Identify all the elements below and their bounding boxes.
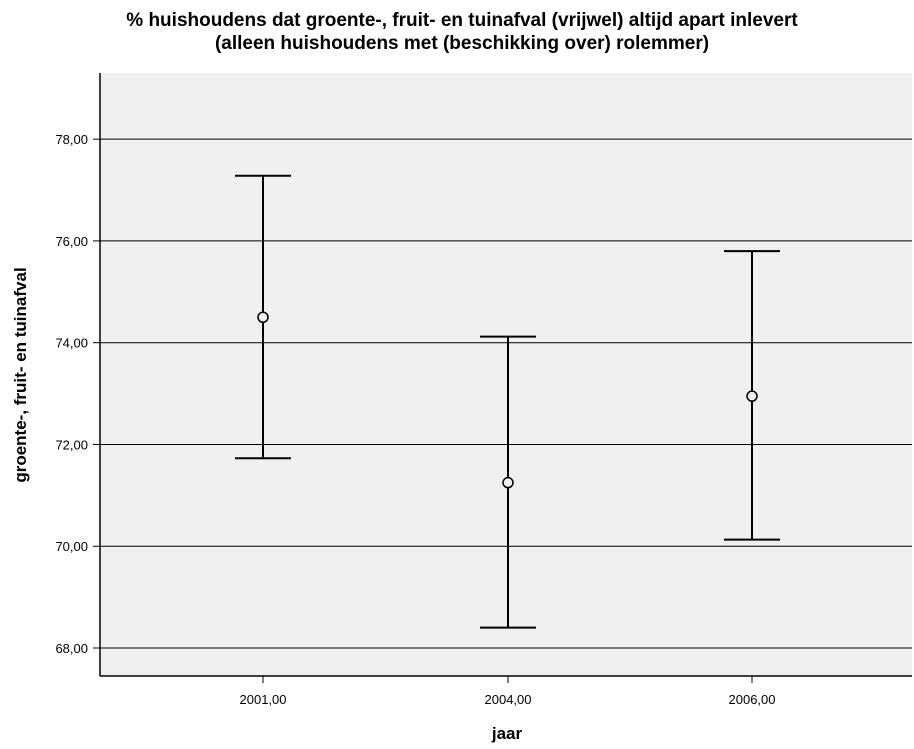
mean-point xyxy=(746,390,758,402)
error-bars xyxy=(235,174,780,629)
y-tick-label: 72,00 xyxy=(55,437,88,452)
error-bar xyxy=(724,250,780,541)
y-tick-label: 70,00 xyxy=(55,539,88,554)
y-tick-label: 76,00 xyxy=(55,234,88,249)
chart-subtitle: (alleen huishoudens met (beschikking ove… xyxy=(215,33,709,54)
error-bar xyxy=(480,335,536,629)
mean-point xyxy=(502,476,514,489)
y-tick-label: 74,00 xyxy=(55,336,88,351)
x-axis-ticks: 2001,00 2004,00 2006,00 xyxy=(240,676,776,707)
gridlines xyxy=(100,138,912,649)
y-axis-label: groente-, fruit- en tuinafval xyxy=(11,267,30,482)
y-tick-label: 68,00 xyxy=(55,641,88,656)
plot-area xyxy=(100,73,912,676)
x-tick-label: 2001,00 xyxy=(240,692,287,707)
error-bar xyxy=(235,174,291,460)
mean-point xyxy=(257,311,269,324)
x-tick-label: 2004,00 xyxy=(485,692,532,707)
x-axis-label: jaar xyxy=(491,724,523,743)
x-tick-label: 2006,00 xyxy=(729,692,776,707)
y-axis-ticks: 68,00 70,00 72,00 74,00 76,00 78,00 xyxy=(55,132,100,656)
y-tick-label: 78,00 xyxy=(55,132,88,147)
chart-title: % huishoudens dat groente-, fruit- en tu… xyxy=(126,10,798,31)
